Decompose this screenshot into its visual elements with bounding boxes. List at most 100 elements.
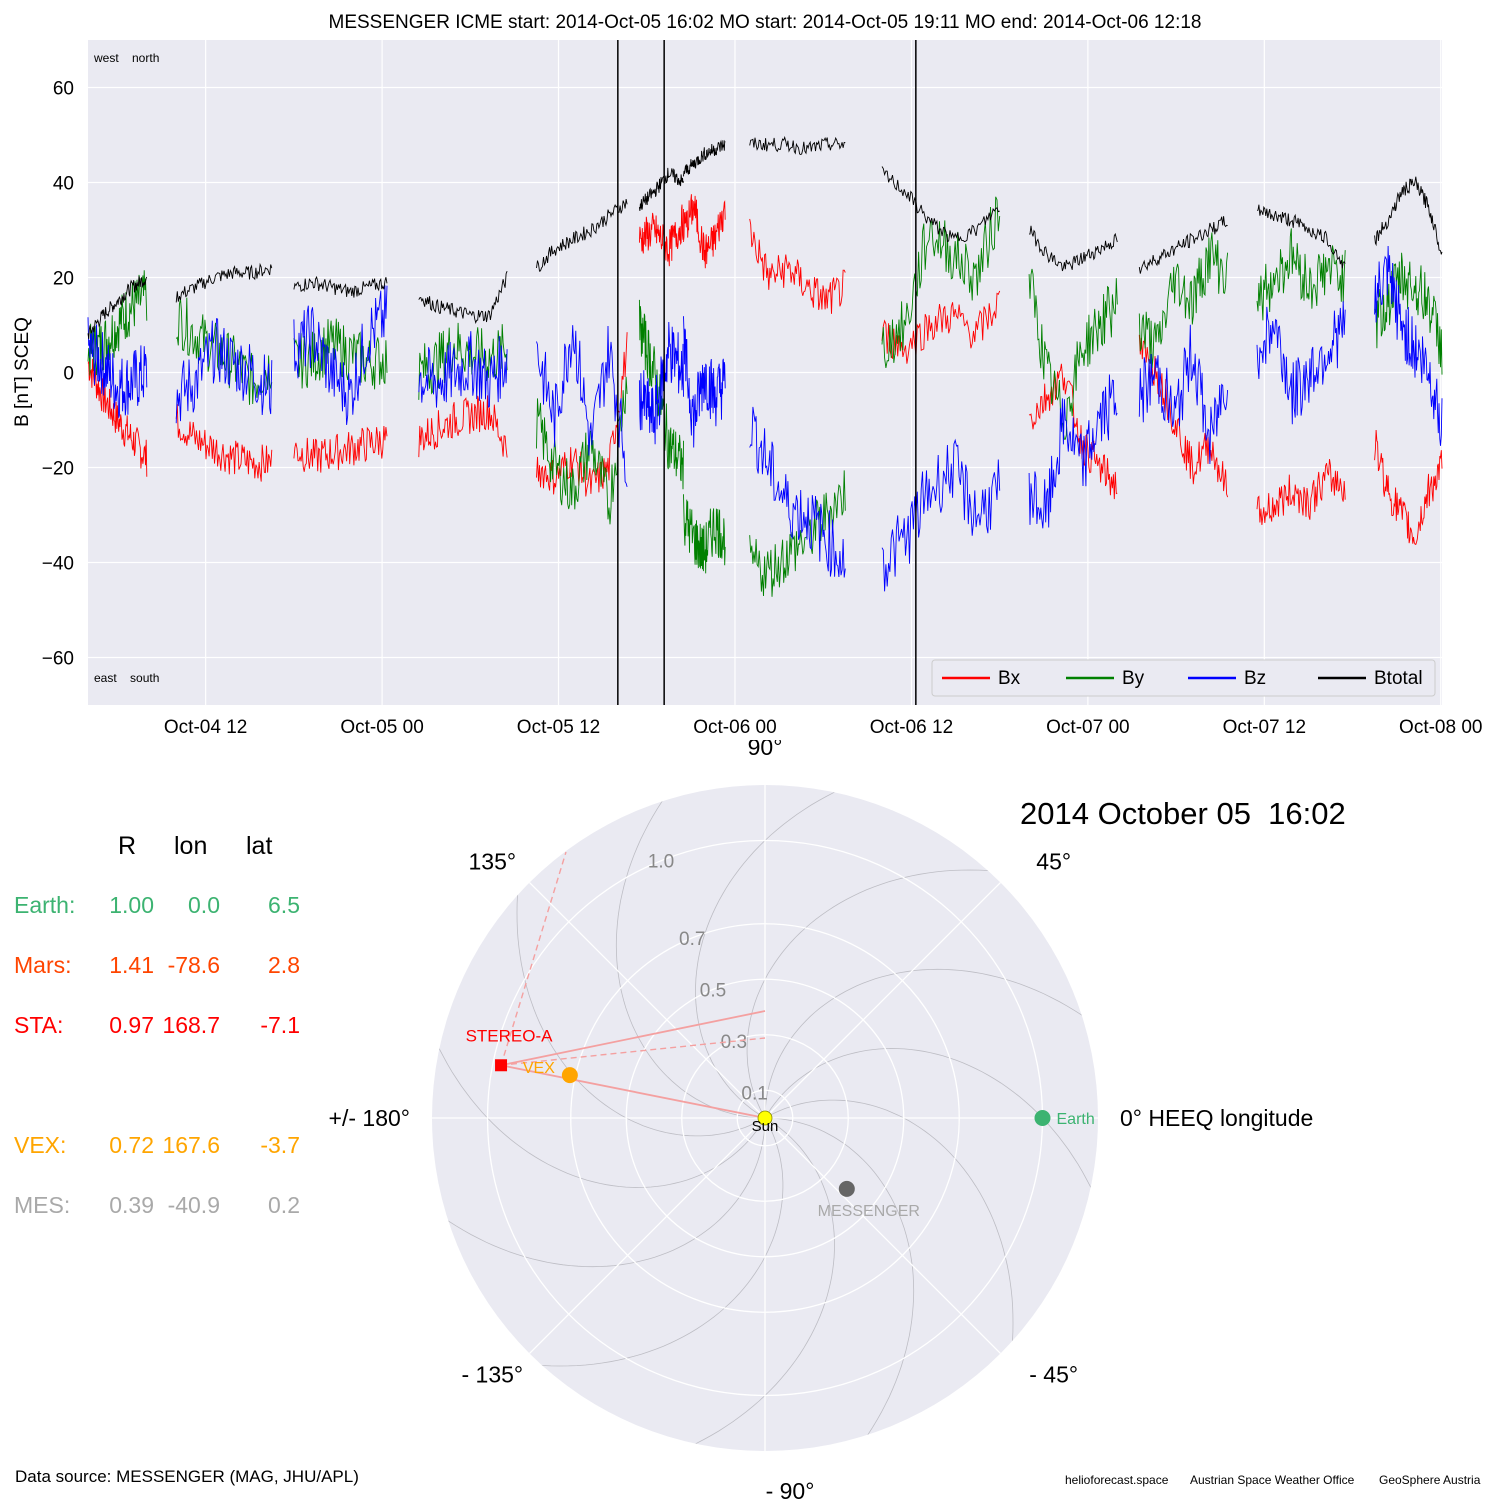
series-by-segment-8 — [881, 196, 1001, 368]
series-bx-segment-4 — [536, 332, 628, 497]
x-tick-label: Oct-08 00 — [1399, 717, 1482, 738]
series-by-segment-6 — [683, 494, 726, 574]
legend-label-btotal: Btotal — [1374, 668, 1423, 689]
angle-tick-label: - 45° — [1029, 1362, 1078, 1388]
position-name: MES: — [14, 1192, 71, 1218]
cme-direction-lines — [500, 851, 766, 1119]
series-bx-segment-1 — [175, 404, 273, 482]
position-row-vex: VEX: 0.72 167.6 -3.7 — [10, 1132, 310, 1162]
parker-spiral-lines — [432, 785, 1098, 1451]
radial-tick-label: 0.5 — [700, 980, 726, 1001]
series-bz-segment-3 — [418, 331, 508, 408]
series-btotal-segment-1 — [175, 262, 273, 303]
angle-tick-label: 0° HEEQ longitude — [1120, 1105, 1313, 1131]
header-lon: lon — [174, 832, 208, 860]
radial-tick-label: 0.3 — [721, 1032, 747, 1053]
position-r: 0.39 — [109, 1192, 154, 1218]
x-tick-label: Oct-05 00 — [340, 717, 423, 738]
label-vex: VEX — [523, 1060, 555, 1077]
series-bz-segment-1 — [175, 317, 273, 424]
series-bx-segment-3 — [418, 395, 508, 458]
position-lat: 6.5 — [268, 892, 300, 918]
series-btotal-segment-9 — [1029, 225, 1118, 272]
angle-tick-label: - 135° — [462, 1362, 524, 1388]
series-bz-segment-9 — [1028, 374, 1118, 529]
marker-stereoa — [495, 1059, 508, 1072]
x-tick-labels: Oct-04 12 Oct-05 00 Oct-05 12 Oct-06 00 Oct-… — [164, 717, 1483, 738]
series-bz-segment-10 — [1138, 324, 1229, 465]
position-row-mes: MES: 0.39 -40.9 0.2 — [10, 1192, 310, 1222]
label-sun: Sun — [752, 1118, 779, 1135]
series-bz-segment-12 — [1374, 245, 1443, 446]
x-tick-label: Oct-06 00 — [693, 717, 776, 738]
position-name: Earth: — [14, 892, 76, 918]
series-bx-segment-10 — [1138, 334, 1229, 498]
position-r: 0.72 — [109, 1132, 154, 1158]
legend-label-by: By — [1122, 668, 1145, 689]
position-name: STA: — [14, 1012, 64, 1038]
timeseries-legend: Bx By Bz Btotal — [931, 659, 1436, 697]
angle-tick-label: 135° — [469, 848, 517, 874]
credit-helioforecast: helioforecast.space — [1065, 1473, 1169, 1487]
series-btotal-segment-0 — [87, 276, 148, 339]
series-by-segment-3 — [418, 322, 508, 400]
label-messenger: MESSENGER — [818, 1203, 920, 1220]
series-bx-segment-2 — [293, 425, 388, 473]
series-by-segment-11 — [1256, 228, 1346, 321]
timeseries-title: MESSENGER ICME start: 2014-Oct-05 16:02 … — [329, 12, 1202, 33]
heliospheric-position-polar-plot: 0.1 0.3 0.5 0.7 1.0 90° 45° 0° HEEQ longitude -… — [329, 740, 1314, 1500]
position-lon: -78.6 — [167, 952, 220, 978]
position-lat: 0.2 — [268, 1192, 300, 1218]
series-bz-segment-2 — [293, 285, 388, 425]
position-r: 0.97 — [109, 1012, 154, 1038]
x-tick-label: Oct-07 12 — [1223, 717, 1306, 738]
series-bx-segment-8 — [881, 290, 1001, 364]
y-tick-label: 40 — [53, 174, 74, 195]
position-lon: -40.9 — [167, 1192, 220, 1218]
series-bx-segment-6 — [683, 194, 726, 269]
plot-date-title: 2014 October 05 16:02 — [1020, 796, 1346, 831]
position-name: VEX: — [14, 1132, 67, 1158]
data-source-label: Data source: MESSENGER (MAG, JHU/APL) — [15, 1467, 359, 1486]
y-tick-label: 60 — [53, 79, 74, 100]
polar-grid — [432, 785, 1098, 1451]
x-tick-label: Oct-04 12 — [164, 717, 247, 738]
y-tick-label: −40 — [42, 554, 74, 575]
series-bz-segment-6 — [683, 316, 726, 448]
radial-tick-labels: 0.1 0.3 0.5 0.7 1.0 — [648, 852, 768, 1105]
series-bx-segment-0 — [87, 358, 148, 477]
marker-sun — [757, 1110, 773, 1126]
x-tick-label: Oct-06 12 — [870, 717, 953, 738]
series-by-segment-9 — [1028, 268, 1118, 440]
angle-tick-labels: 90° 45° 0° HEEQ longitude - 45° - 90° - 135° +… — [329, 740, 1314, 1500]
position-row-sta: STA: 0.97 168.7 -7.1 — [10, 1012, 310, 1042]
angle-tick-label: +/- 180° — [329, 1105, 410, 1131]
series-bx-segment-7 — [749, 218, 846, 314]
legend-label-bx: Bx — [998, 668, 1021, 689]
series-bz-segment-7 — [749, 406, 846, 578]
series-by-segment-4 — [536, 376, 628, 525]
series-by-segment-1 — [175, 297, 273, 405]
series-bz-segment-11 — [1256, 301, 1346, 425]
series-btotal-segment-12 — [1374, 176, 1443, 255]
series-btotal-segment-7 — [749, 135, 846, 156]
series-bz-segment-0 — [87, 317, 148, 418]
label-stereoa: STEREO-A — [466, 1026, 554, 1045]
series-btotal-segment-5 — [638, 167, 684, 211]
series-btotal-segment-11 — [1256, 204, 1346, 269]
radial-tick-label: 1.0 — [648, 852, 674, 873]
position-lon: 167.6 — [162, 1132, 220, 1158]
event-vertical-lines — [617, 40, 917, 705]
marker-earth — [1034, 1110, 1051, 1126]
series-bx-segment-11 — [1256, 459, 1346, 526]
series-btotal-segment-3 — [418, 271, 508, 324]
position-lon: 168.7 — [162, 1012, 220, 1038]
series-bz-segment-5 — [638, 321, 684, 445]
position-r: 1.41 — [109, 952, 154, 978]
series-btotal-segment-6 — [683, 139, 726, 177]
series-bz-segment-4 — [536, 325, 628, 488]
series-by-segment-0 — [87, 270, 148, 376]
series-bx-segment-5 — [638, 204, 684, 267]
position-row-mars: Mars: 1.41 -78.6 2.8 — [10, 952, 310, 982]
radial-tick-label: 0.1 — [741, 1083, 767, 1104]
